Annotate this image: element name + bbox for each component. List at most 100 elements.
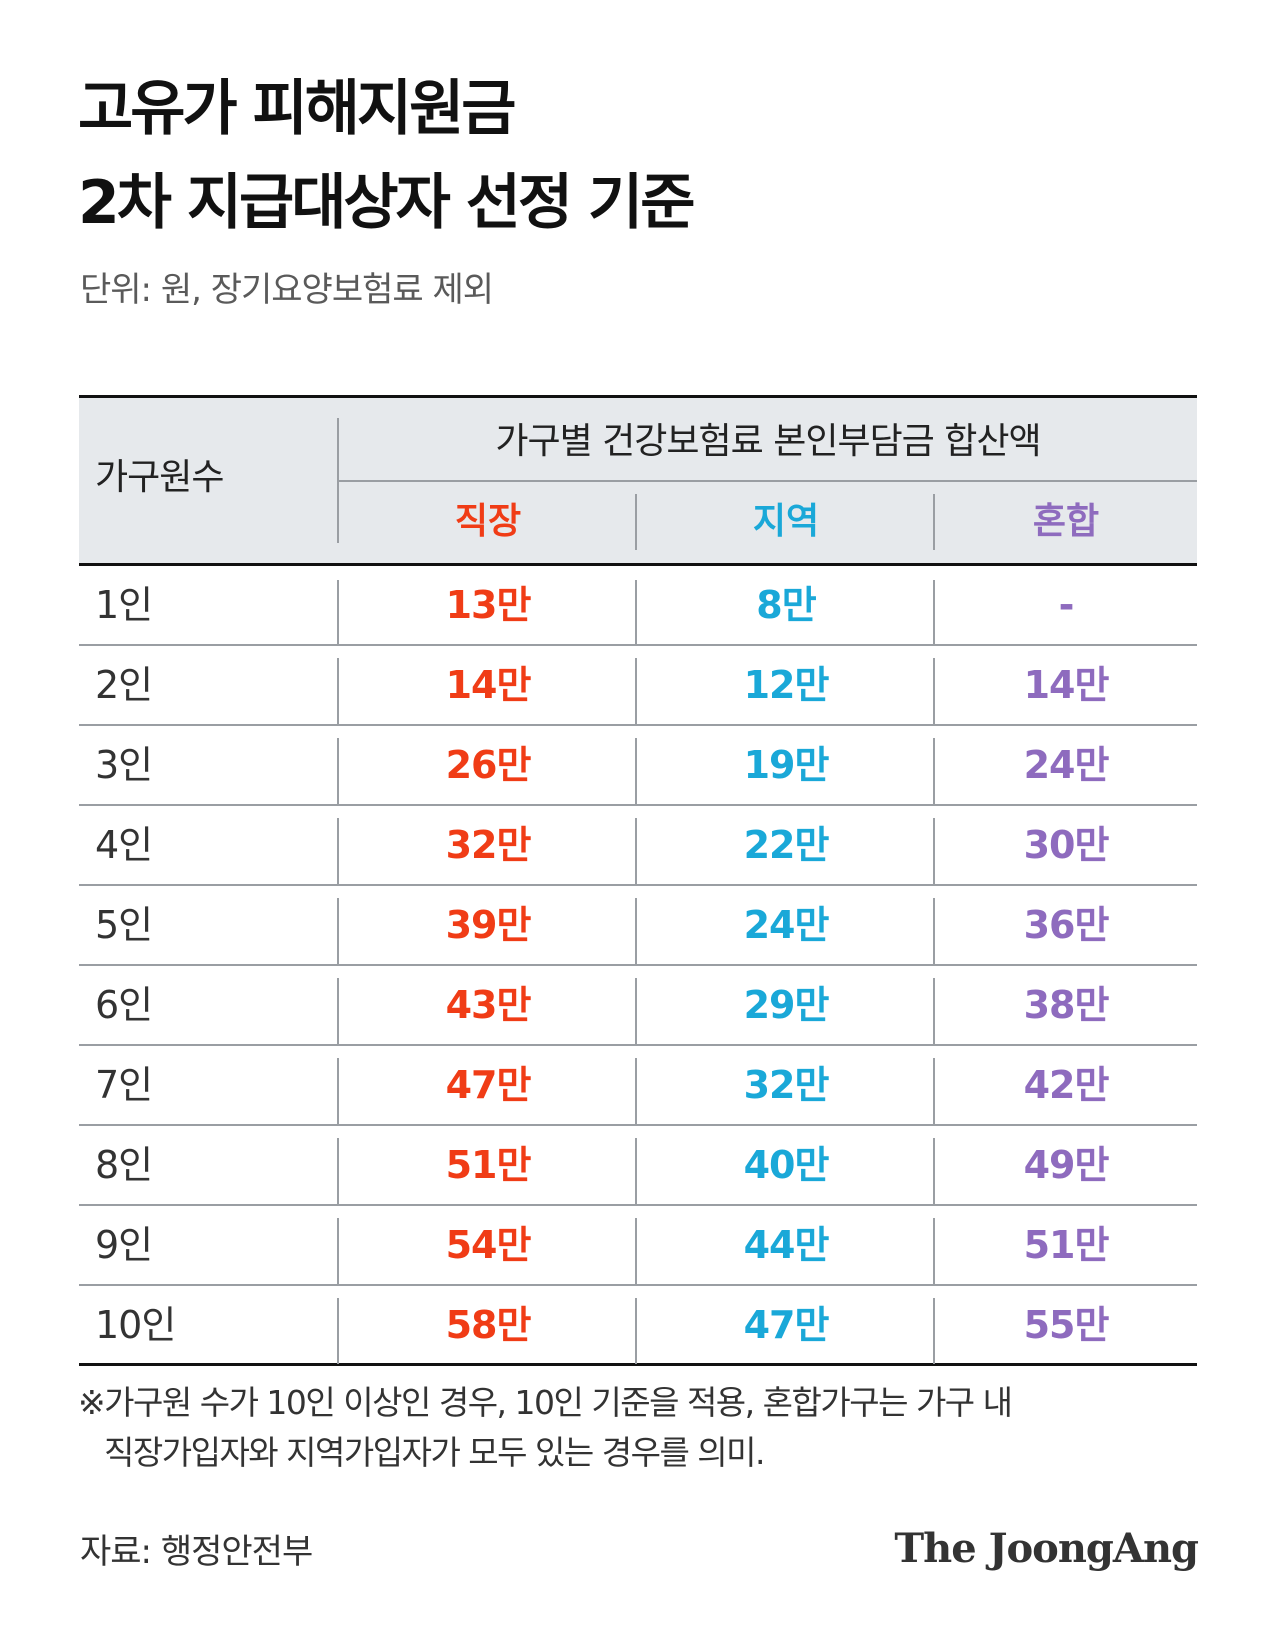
cell-household: 4인 bbox=[95, 823, 153, 867]
cell-divider bbox=[635, 738, 637, 806]
cell-divider bbox=[635, 818, 637, 886]
cell-mixed: 36만 bbox=[1023, 903, 1110, 947]
header-col-mixed: 혼합 bbox=[1032, 501, 1100, 542]
cell-household: 10인 bbox=[95, 1303, 176, 1347]
cell-regional: 19만 bbox=[743, 743, 830, 787]
cell-divider bbox=[933, 1058, 935, 1126]
cell-mixed: 24만 bbox=[1023, 743, 1110, 787]
cell-divider bbox=[337, 898, 339, 966]
cell-divider bbox=[337, 1218, 339, 1286]
cell-divider bbox=[337, 1138, 339, 1206]
cell-regional: 29만 bbox=[743, 983, 830, 1027]
footnote: ※가구원 수가 10인 이상인 경우, 10인 기준을 적용, 혼합가구는 가구… bbox=[78, 1378, 1218, 1478]
cell-regional: 32만 bbox=[743, 1063, 830, 1107]
cell-mixed: 14만 bbox=[1023, 663, 1110, 707]
cell-regional: 40만 bbox=[743, 1143, 830, 1187]
cell-divider bbox=[933, 1138, 935, 1206]
table-row: 7인 47만 32만 42만 bbox=[79, 1046, 1197, 1126]
table-row: 10인 58만 47만 55만 bbox=[79, 1286, 1197, 1366]
cell-workplace: 58만 bbox=[445, 1303, 532, 1347]
cell-divider bbox=[635, 1298, 637, 1364]
footnote-line-2: 직장가입자와 지역가입자가 모두 있는 경우를 의미. bbox=[104, 1433, 766, 1472]
cell-divider bbox=[337, 1058, 339, 1126]
table-header: 가구원수 가구별 건강보험료 본인부담금 합산액 직장 지역 혼합 bbox=[79, 395, 1197, 566]
cell-regional: 47만 bbox=[743, 1303, 830, 1347]
cell-household: 3인 bbox=[95, 743, 153, 787]
cell-workplace: 13만 bbox=[445, 583, 532, 627]
cell-divider bbox=[635, 580, 637, 646]
cell-household: 6인 bbox=[95, 983, 153, 1027]
cell-mixed: - bbox=[1058, 583, 1075, 627]
cell-divider bbox=[337, 818, 339, 886]
cell-divider bbox=[337, 1298, 339, 1364]
table-row: 2인 14만 12만 14만 bbox=[79, 646, 1197, 726]
cell-divider bbox=[635, 1138, 637, 1206]
cell-workplace: 43만 bbox=[445, 983, 532, 1027]
cell-divider bbox=[933, 898, 935, 966]
table-row: 1인 13만 8만 - bbox=[79, 566, 1197, 646]
cell-mixed: 42만 bbox=[1023, 1063, 1110, 1107]
cell-regional: 22만 bbox=[743, 823, 830, 867]
cell-workplace: 14만 bbox=[445, 663, 532, 707]
unit-note: 단위: 원, 장기요양보험료 제외 bbox=[80, 270, 494, 310]
cell-divider bbox=[933, 1218, 935, 1286]
footnote-line-1: ※가구원 수가 10인 이상인 경우, 10인 기준을 적용, 혼합가구는 가구… bbox=[78, 1383, 1013, 1422]
cell-household: 1인 bbox=[95, 583, 153, 627]
table-row: 9인 54만 44만 51만 bbox=[79, 1206, 1197, 1286]
cell-divider bbox=[337, 738, 339, 806]
cell-divider bbox=[933, 978, 935, 1046]
title-line-1: 고유가 피해지원금 bbox=[78, 74, 517, 144]
cell-household: 8인 bbox=[95, 1143, 153, 1187]
cell-mixed: 55만 bbox=[1023, 1303, 1110, 1347]
publisher-logo: The JoongAng bbox=[894, 1525, 1199, 1572]
table-row: 6인 43만 29만 38만 bbox=[79, 966, 1197, 1046]
cell-divider bbox=[933, 658, 935, 726]
cell-regional: 8만 bbox=[756, 583, 816, 627]
header-divider bbox=[933, 494, 935, 550]
cell-workplace: 47만 bbox=[445, 1063, 532, 1107]
criteria-table: 가구원수 가구별 건강보험료 본인부담금 합산액 직장 지역 혼합 1인 13만 8… bbox=[79, 395, 1197, 1366]
cell-divider bbox=[635, 1058, 637, 1126]
cell-household: 5인 bbox=[95, 903, 153, 947]
cell-mixed: 49만 bbox=[1023, 1143, 1110, 1187]
cell-divider bbox=[337, 580, 339, 646]
cell-workplace: 51만 bbox=[445, 1143, 532, 1187]
cell-regional: 44만 bbox=[743, 1223, 830, 1267]
table-body: 1인 13만 8만 - 2인 14만 12만 14만 3인 26만 19만 24만 4인 32만 22만 30… bbox=[79, 566, 1197, 1366]
cell-household: 2인 bbox=[95, 663, 153, 707]
header-col-regional: 지역 bbox=[752, 501, 820, 542]
source-label: 자료: 행정안전부 bbox=[80, 1532, 313, 1572]
cell-household: 9인 bbox=[95, 1223, 153, 1267]
table-row: 8인 51만 40만 49만 bbox=[79, 1126, 1197, 1206]
cell-divider bbox=[635, 658, 637, 726]
header-divider bbox=[635, 494, 637, 550]
cell-workplace: 26만 bbox=[445, 743, 532, 787]
cell-regional: 12만 bbox=[743, 663, 830, 707]
table-row: 4인 32만 22만 30만 bbox=[79, 806, 1197, 886]
cell-workplace: 32만 bbox=[445, 823, 532, 867]
cell-divider bbox=[933, 738, 935, 806]
cell-divider bbox=[337, 978, 339, 1046]
cell-mixed: 51만 bbox=[1023, 1223, 1110, 1267]
cell-divider bbox=[337, 658, 339, 726]
cell-divider bbox=[933, 818, 935, 886]
cell-divider bbox=[635, 898, 637, 966]
cell-divider bbox=[933, 580, 935, 646]
cell-divider bbox=[933, 1298, 935, 1364]
cell-divider bbox=[635, 978, 637, 1046]
cell-mixed: 30만 bbox=[1023, 823, 1110, 867]
page-title: 고유가 피해지원금 2차 지급대상자 선정 기준 bbox=[78, 62, 695, 250]
cell-household: 7인 bbox=[95, 1063, 153, 1107]
header-col-workplace: 직장 bbox=[454, 501, 522, 542]
header-group: 가구별 건강보험료 본인부담금 합산액 bbox=[495, 421, 1041, 462]
cell-divider bbox=[635, 1218, 637, 1286]
cell-mixed: 38만 bbox=[1023, 983, 1110, 1027]
header-divider bbox=[337, 418, 339, 543]
header-household: 가구원수 bbox=[95, 457, 224, 498]
table-row: 5인 39만 24만 36만 bbox=[79, 886, 1197, 966]
title-line-2: 2차 지급대상자 선정 기준 bbox=[78, 168, 695, 238]
cell-workplace: 54만 bbox=[445, 1223, 532, 1267]
cell-workplace: 39만 bbox=[445, 903, 532, 947]
cell-regional: 24만 bbox=[743, 903, 830, 947]
header-group-underline bbox=[339, 480, 1197, 482]
